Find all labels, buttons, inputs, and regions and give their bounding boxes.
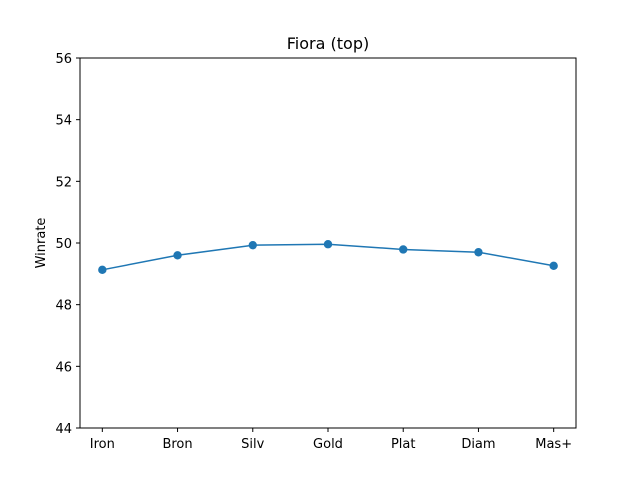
series-layer (98, 240, 558, 275)
x-tick-label: Diam (461, 437, 495, 452)
data-point (323, 240, 333, 249)
y-tick-label: 52 (55, 175, 72, 190)
x-tick-label: Silv (241, 437, 264, 452)
x-tick-label: Iron (90, 437, 115, 452)
y-tick-label: 46 (55, 360, 72, 375)
axis-ticks: 44 46 48 50 52 54 56 Iron Bron Silv Gold Plat Diam Ma… (55, 52, 572, 452)
x-tick-label: Mas+ (535, 437, 572, 452)
chart-title: Fiora (top) (287, 34, 369, 53)
data-point (248, 240, 257, 250)
x-tick-label: Bron (162, 437, 192, 452)
y-tick-label: 44 (55, 422, 72, 437)
data-point (399, 245, 408, 254)
y-tick-label: 54 (55, 114, 72, 129)
data-point (98, 265, 107, 275)
y-tick-label: 48 (55, 299, 72, 314)
data-point (549, 261, 558, 271)
x-tick-label: Gold (313, 437, 343, 452)
plot-frame (79, 57, 577, 429)
y-axis-label: Winrate (34, 218, 49, 269)
y-tick-label: 50 (55, 237, 72, 252)
data-point (474, 248, 483, 257)
data-point (173, 251, 182, 260)
y-tick-label: 56 (55, 52, 72, 67)
x-tick-label: Plat (391, 437, 416, 452)
